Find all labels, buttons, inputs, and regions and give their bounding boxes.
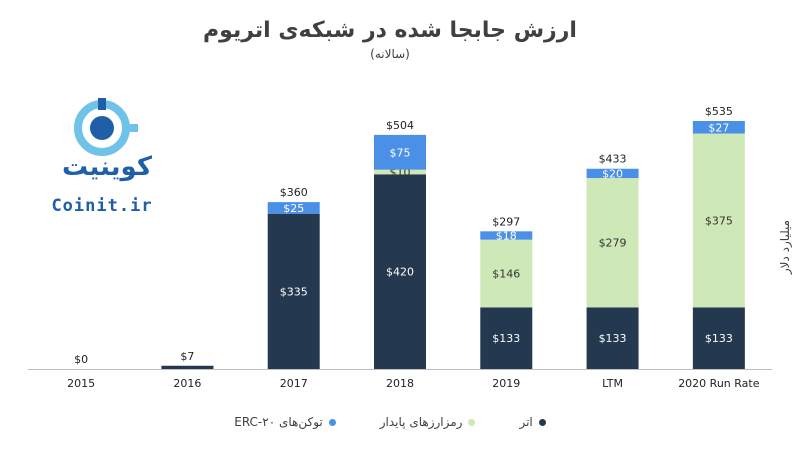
segment-data-label: $133: [492, 332, 520, 345]
legend-label-erc20: توکن‌های ERC-۲۰: [234, 415, 323, 429]
chart-subtitle: (سالانه): [370, 47, 410, 61]
bar-segment-1-3: [374, 169, 426, 175]
legend-item-ether: اتر: [519, 415, 546, 429]
bar-segment-0-5: [586, 307, 639, 369]
bar-segment-0-1: [161, 365, 214, 369]
bar-segment-2-5: [586, 168, 639, 179]
bar-segment-0-3: [374, 174, 426, 369]
y-axis-label: میلیارد دلار: [778, 219, 792, 275]
legend-label-ether: اتر: [519, 415, 533, 429]
bar-segment-1-5: [586, 178, 639, 308]
bar-total-label: $504: [386, 119, 414, 132]
bar-segment-0-4: [480, 307, 533, 369]
x-tick-label: 2018: [386, 377, 414, 390]
legend-swatch-ether: [538, 418, 546, 426]
logo-text-english: Coinit.ir: [51, 196, 153, 216]
segment-data-label: $27: [708, 121, 729, 134]
logo-text-persian: کوینیت: [62, 152, 152, 182]
segment-data-label: $75: [390, 146, 411, 159]
legend-swatch-stablecoins: [468, 418, 476, 426]
bar-segment-2-2: [267, 202, 320, 214]
segment-data-label: $20: [602, 167, 623, 180]
segment-data-label: $335: [280, 285, 308, 298]
segment-data-label: $133: [599, 332, 627, 345]
bar-total-label: $297: [492, 215, 520, 228]
bar-total-label: $0: [74, 353, 88, 366]
bar-segment-2-4: [480, 231, 533, 240]
chart-title: ارزش جابجا شده در شبکه‌ی اتریوم: [203, 18, 577, 43]
segment-data-label: $18: [496, 229, 517, 242]
bar-total-label: $360: [280, 186, 308, 199]
segment-data-label: $375: [705, 214, 733, 227]
x-tick-label: LTM: [602, 377, 623, 390]
bar-segment-0-2: [267, 213, 320, 369]
x-tick-label: 2016: [173, 377, 201, 390]
segment-data-label: $279: [599, 237, 627, 250]
legend-label-stablecoins: رمزارزهای پایدار: [379, 415, 463, 429]
segment-data-label: $25: [283, 202, 304, 215]
legend-item-stablecoins: رمزارزهای پایدار: [380, 415, 476, 429]
bar-segment-1-4: [480, 239, 533, 308]
bar-total-label: $535: [705, 105, 733, 118]
x-tick-label: 2019: [492, 377, 520, 390]
bar-segment-1-6: [692, 133, 745, 308]
segment-data-label: $146: [492, 268, 520, 281]
segment-data-label: $133: [705, 332, 733, 345]
x-tick-label: 2015: [67, 377, 95, 390]
bar-segment-0-6: [692, 307, 745, 369]
legend-item-erc20: توکن‌های ERC-۲۰: [234, 415, 336, 429]
chart-legend: اتر رمزارزهای پایدار توکن‌های ERC-۲۰: [0, 415, 780, 429]
segment-data-label: $420: [386, 266, 414, 279]
bar-total-label: $7: [180, 350, 194, 363]
bar-segment-2-3: [374, 134, 426, 170]
legend-swatch-erc20: [328, 418, 336, 426]
bar-total-label: $433: [599, 153, 627, 166]
bar-segment-2-6: [692, 121, 745, 134]
coinit-logo-icon: [74, 98, 138, 156]
x-tick-label: 2020 Run Rate: [678, 377, 760, 390]
x-tick-label: 2017: [280, 377, 308, 390]
